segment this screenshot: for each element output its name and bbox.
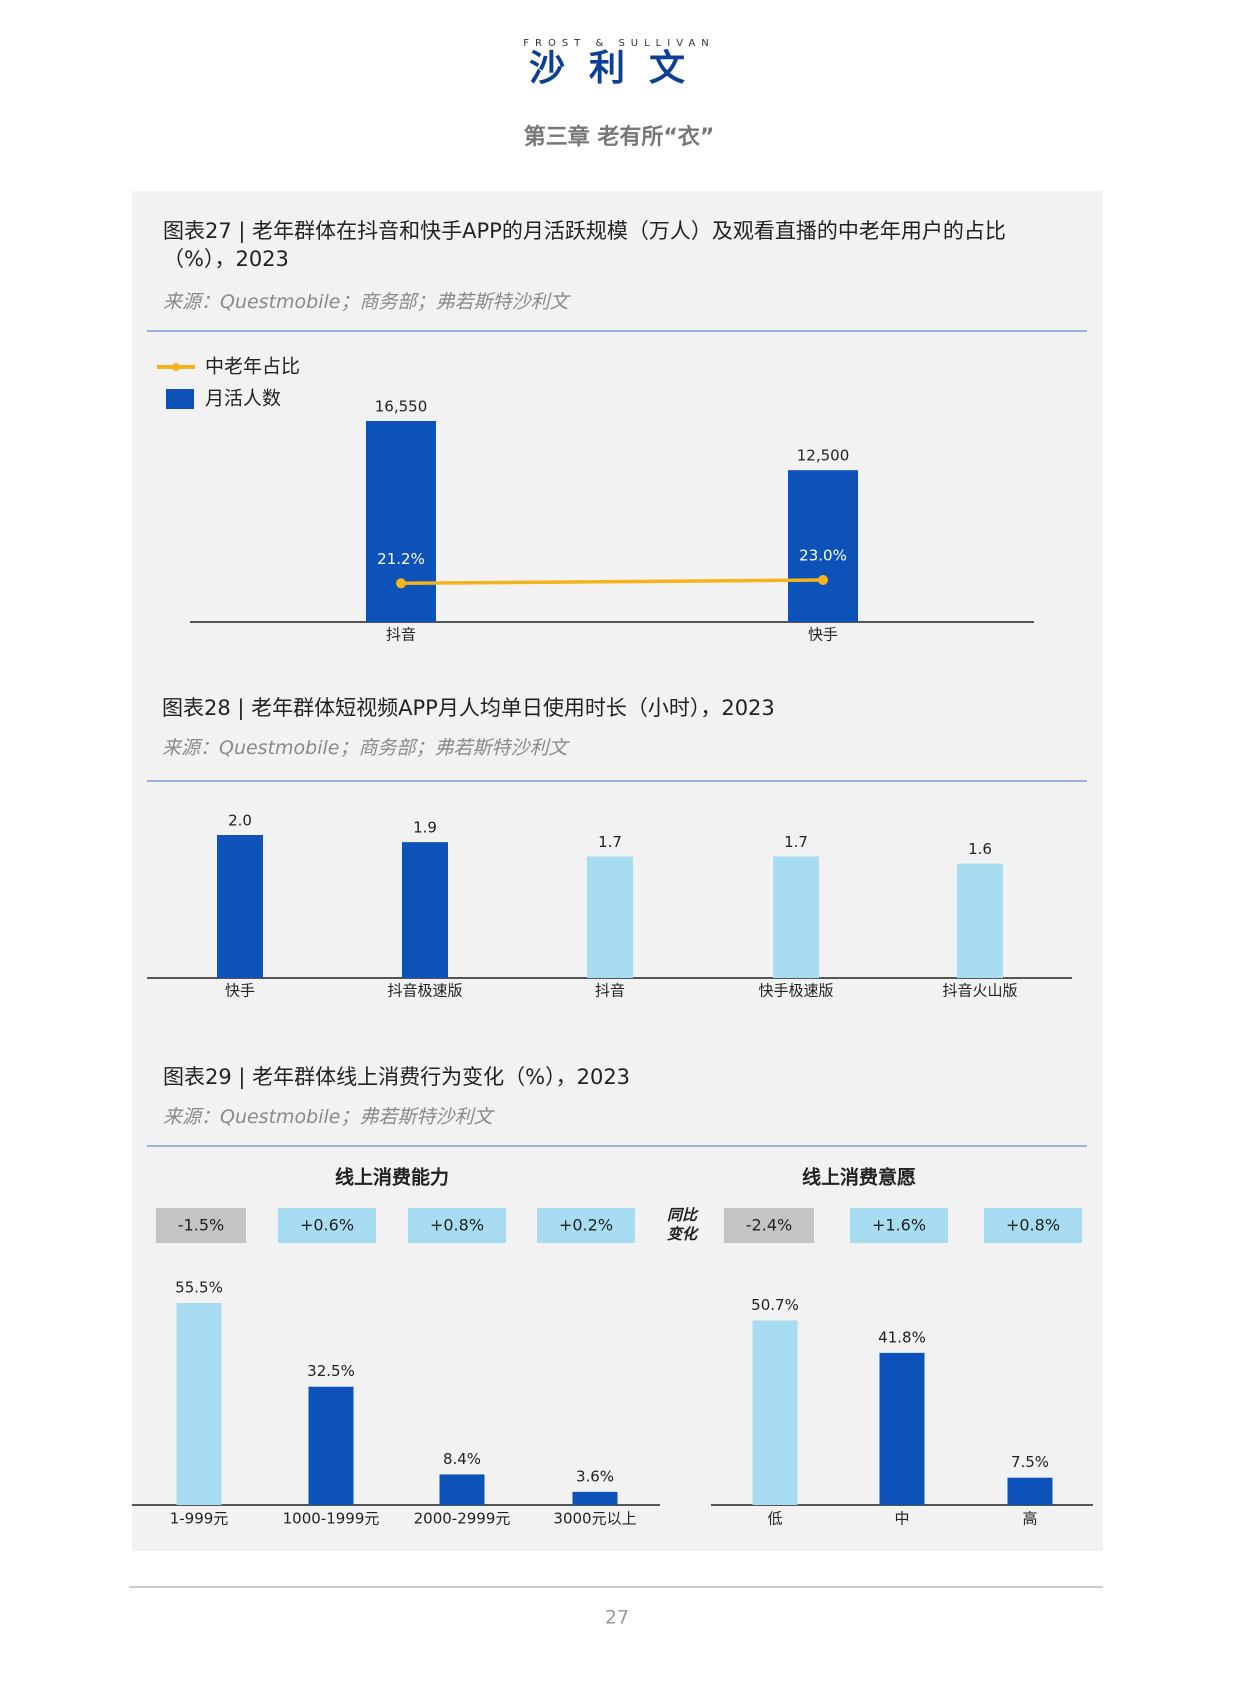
bar-value-label: 7.5% — [1011, 1453, 1049, 1471]
bar — [879, 1352, 925, 1505]
legend-swatch — [166, 389, 194, 409]
x-tick-label: 高 — [1022, 1510, 1037, 1528]
change-box — [156, 1208, 246, 1243]
x-tick-label: 快手 — [808, 626, 838, 644]
bar-value-label: 1.7 — [784, 833, 808, 851]
chapter-title: 第三章 老有所“衣” — [524, 124, 715, 150]
bar — [176, 1303, 222, 1505]
change-label: +0.8% — [430, 1216, 484, 1235]
chart-title: 图表29 | 老年群体线上消费行为变化（%），2023 — [163, 1065, 631, 1089]
change-box — [278, 1208, 376, 1243]
bar-value-label: 3.6% — [576, 1467, 614, 1485]
change-label: -1.5% — [178, 1216, 224, 1235]
chart-title: 图表27 | 老年群体在抖音和快手APP的月活跃规模（万人）及观看直播的中老年用… — [163, 219, 1006, 271]
legend-label: 中老年占比 — [205, 356, 300, 378]
x-tick-label: 1000-1999元 — [283, 1510, 380, 1528]
line-value-label: 23.0% — [799, 547, 847, 565]
change-box — [537, 1208, 635, 1243]
change-box — [850, 1208, 948, 1243]
x-tick-label: 2000-2999元 — [414, 1510, 511, 1528]
bar — [572, 1491, 618, 1505]
x-tick-label: 中 — [894, 1510, 909, 1528]
x-tick-label: 抖音 — [595, 982, 625, 1000]
bar-value-label: 12,500 — [797, 447, 850, 465]
x-tick-label: 快手 — [225, 982, 255, 1000]
change-label: +0.8% — [1006, 1216, 1060, 1235]
line-point — [396, 578, 406, 589]
x-tick-label: 3000元以上 — [553, 1510, 636, 1528]
bar-value-label: 1.6 — [968, 840, 992, 858]
bar-value-label: 50.7% — [751, 1296, 799, 1314]
chart-source: 来源：Questmobile；弗若斯特沙利文 — [163, 1106, 493, 1128]
change-label: +0.2% — [559, 1216, 613, 1235]
brand-cn: 沙利文 — [529, 48, 709, 89]
bar — [957, 863, 1003, 978]
bar — [752, 1320, 798, 1505]
line — [400, 578, 824, 586]
bar-value-label: 8.4% — [443, 1450, 481, 1468]
bar-value-label: 2.0 — [228, 812, 252, 830]
x-tick-label: 1-999元 — [170, 1510, 229, 1528]
bar — [773, 856, 819, 978]
bar — [217, 835, 263, 978]
bar — [788, 470, 858, 622]
legend-label: 月活人数 — [205, 388, 281, 410]
change-box — [984, 1208, 1082, 1243]
brand-en: FROST & SULLIVAN — [523, 38, 714, 49]
bar — [366, 421, 436, 622]
bar — [439, 1474, 485, 1505]
bar-value-label: 16,550 — [375, 398, 428, 416]
change-label: +1.6% — [872, 1216, 926, 1235]
change-label: +0.6% — [300, 1216, 354, 1235]
page-number: 27 — [605, 1607, 629, 1629]
x-tick-label: 抖音火山版 — [942, 982, 1017, 1000]
panel-subtitle: 线上消费能力 — [335, 1166, 449, 1189]
change-box — [724, 1208, 814, 1243]
chart-title: 图表28 | 老年群体短视频APP月人均单日使用时长（小时），2023 — [162, 696, 775, 720]
chart-source: 来源：Questmobile；商务部；弗若斯特沙利文 — [163, 291, 569, 313]
x-tick-label: 抖音极速版 — [387, 982, 462, 1000]
line-value-label: 21.2% — [377, 550, 425, 568]
bar — [402, 842, 448, 978]
x-tick-label: 抖音 — [386, 626, 416, 644]
bar-value-label: 1.9 — [413, 819, 437, 837]
x-tick-label: 低 — [767, 1510, 782, 1528]
bar-value-label: 41.8% — [878, 1328, 926, 1346]
bar — [587, 856, 633, 978]
change-label: 同比变化 — [666, 1206, 697, 1243]
change-box — [408, 1208, 506, 1243]
bar-value-label: 55.5% — [175, 1279, 223, 1297]
bar-value-label: 32.5% — [307, 1362, 355, 1380]
line-point — [818, 575, 828, 585]
change-label: -2.4% — [746, 1216, 792, 1235]
bar-value-label: 1.7 — [598, 833, 622, 851]
x-tick-label: 快手极速版 — [758, 982, 833, 1000]
legend-dot — [172, 363, 180, 371]
bar — [1007, 1477, 1053, 1505]
chart-source: 来源：Questmobile；商务部；弗若斯特沙利文 — [162, 737, 568, 759]
bar — [308, 1386, 354, 1505]
panel-subtitle: 线上消费意愿 — [802, 1166, 916, 1189]
